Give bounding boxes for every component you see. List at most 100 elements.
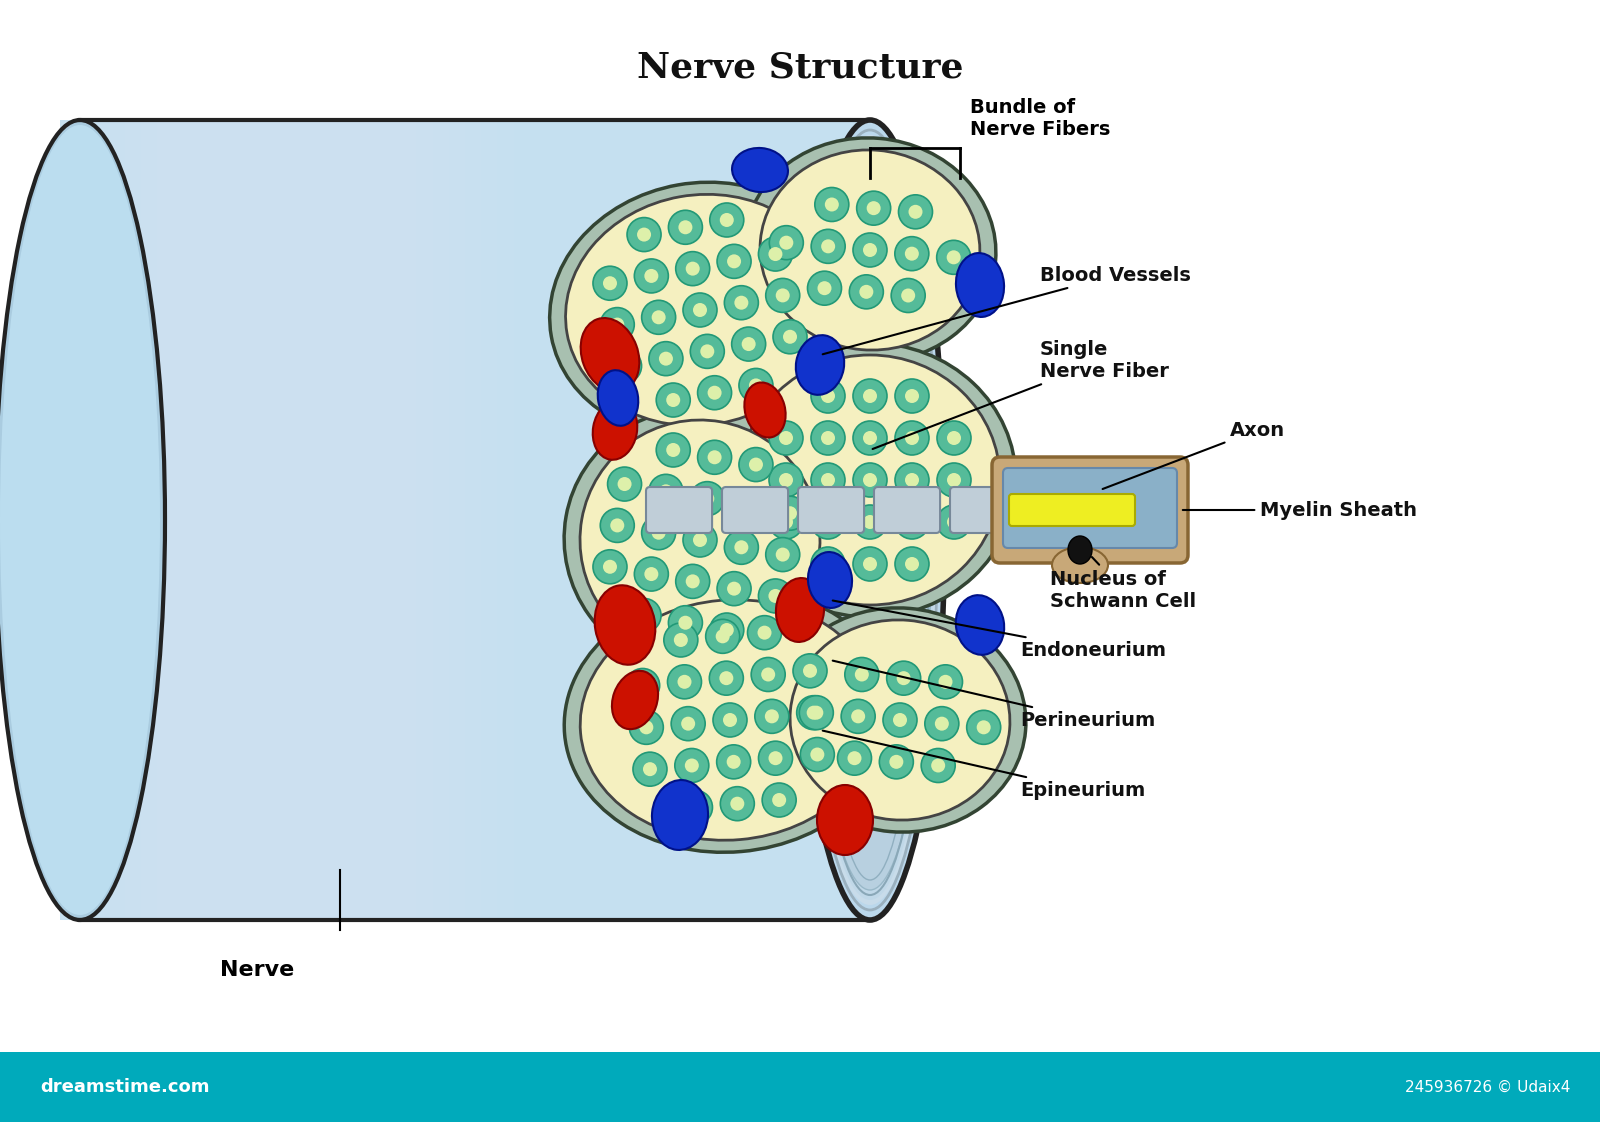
FancyBboxPatch shape [1003, 468, 1178, 548]
Circle shape [779, 473, 794, 487]
Circle shape [698, 440, 731, 475]
Circle shape [701, 491, 714, 506]
Circle shape [734, 296, 749, 310]
Circle shape [717, 745, 750, 779]
Circle shape [726, 581, 741, 596]
Circle shape [669, 606, 702, 640]
Bar [206, 120, 530, 920]
Circle shape [707, 386, 722, 399]
Circle shape [651, 311, 666, 324]
Circle shape [717, 571, 750, 606]
Circle shape [766, 537, 800, 571]
Ellipse shape [0, 120, 165, 920]
Circle shape [947, 473, 962, 487]
Ellipse shape [0, 125, 160, 916]
Circle shape [685, 758, 699, 773]
Circle shape [811, 505, 845, 539]
Circle shape [891, 278, 925, 313]
Text: Epineurium: Epineurium [822, 730, 1146, 800]
Circle shape [947, 431, 962, 445]
Circle shape [683, 523, 717, 557]
Circle shape [642, 516, 675, 550]
Circle shape [922, 748, 955, 782]
Ellipse shape [565, 588, 896, 853]
Circle shape [726, 255, 741, 268]
Circle shape [762, 668, 774, 681]
Circle shape [770, 226, 803, 259]
Circle shape [894, 421, 930, 456]
Circle shape [862, 389, 877, 403]
Circle shape [645, 269, 658, 283]
Ellipse shape [611, 671, 658, 729]
Circle shape [600, 508, 634, 542]
Text: Bundle of
Nerve Fibers: Bundle of Nerve Fibers [970, 98, 1110, 138]
Circle shape [659, 485, 674, 498]
Circle shape [821, 389, 835, 403]
Circle shape [686, 261, 699, 276]
Circle shape [674, 633, 688, 647]
Circle shape [618, 477, 632, 491]
Text: 245936726 © Udaix4: 245936726 © Udaix4 [1405, 1079, 1570, 1094]
Circle shape [765, 709, 779, 724]
Circle shape [770, 421, 803, 456]
Circle shape [755, 699, 789, 734]
Circle shape [808, 272, 842, 305]
Circle shape [797, 696, 830, 729]
Circle shape [726, 755, 741, 769]
Circle shape [693, 303, 707, 318]
Circle shape [810, 747, 824, 762]
Bar [77, 120, 400, 920]
Circle shape [766, 278, 800, 312]
Bar [302, 120, 627, 920]
Circle shape [664, 623, 698, 657]
Ellipse shape [651, 780, 709, 850]
Ellipse shape [739, 355, 1000, 605]
Ellipse shape [776, 578, 824, 642]
Text: Endoneurium: Endoneurium [832, 600, 1166, 660]
Circle shape [886, 661, 920, 696]
Bar [61, 120, 384, 920]
Circle shape [693, 533, 707, 548]
Circle shape [938, 421, 971, 456]
Circle shape [909, 205, 923, 219]
Circle shape [768, 247, 782, 261]
Circle shape [643, 762, 658, 776]
Circle shape [618, 359, 632, 373]
Circle shape [659, 351, 674, 366]
Circle shape [901, 288, 915, 303]
Circle shape [821, 473, 835, 487]
Circle shape [842, 699, 875, 734]
Ellipse shape [550, 182, 850, 438]
Circle shape [925, 707, 958, 741]
Ellipse shape [760, 150, 979, 350]
Circle shape [851, 709, 866, 724]
Circle shape [856, 191, 891, 226]
Circle shape [894, 237, 930, 270]
FancyBboxPatch shape [874, 487, 941, 533]
Circle shape [867, 201, 880, 215]
Circle shape [749, 378, 763, 393]
Circle shape [811, 463, 845, 497]
Circle shape [800, 737, 834, 772]
Circle shape [811, 548, 845, 581]
Bar [0, 1052, 1600, 1122]
Circle shape [610, 318, 624, 332]
Circle shape [720, 623, 734, 637]
Circle shape [730, 797, 744, 811]
Circle shape [634, 557, 669, 591]
Ellipse shape [795, 335, 845, 395]
Circle shape [811, 229, 845, 264]
Circle shape [627, 598, 661, 633]
Circle shape [821, 431, 835, 445]
Circle shape [906, 247, 918, 260]
Circle shape [629, 710, 664, 744]
Circle shape [853, 379, 886, 413]
Bar [173, 120, 498, 920]
Circle shape [634, 752, 667, 787]
Circle shape [782, 506, 797, 521]
Circle shape [720, 671, 733, 686]
Circle shape [779, 431, 794, 445]
Circle shape [894, 548, 930, 581]
Circle shape [739, 368, 773, 403]
Circle shape [731, 328, 766, 361]
